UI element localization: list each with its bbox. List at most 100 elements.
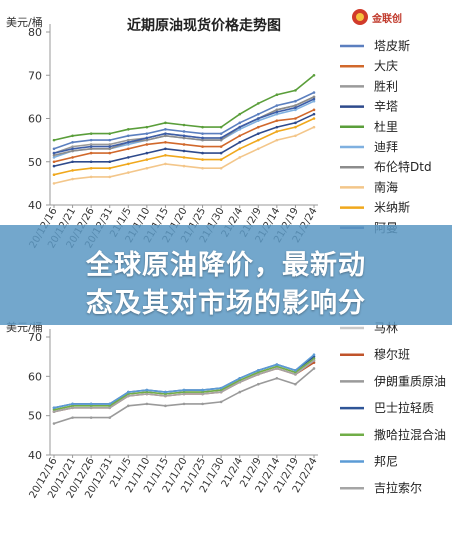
chart-0-data-point xyxy=(71,160,74,164)
chart-1-data-point xyxy=(201,402,204,406)
chart-0-legend-label: 大庆 xyxy=(374,59,398,73)
chart-0-legend-label: 迪拜 xyxy=(374,140,398,154)
chart-0-data-point xyxy=(71,169,74,172)
chart-0-data-point xyxy=(294,125,297,129)
chart-0-data-point xyxy=(89,138,93,142)
chart-1-data-point xyxy=(71,404,74,408)
chart-0-data-point xyxy=(219,138,223,142)
headline-banner: 全球原油降价，最新动 态及其对市场的影响分 xyxy=(0,225,452,325)
chart-1-data-point xyxy=(164,394,167,398)
chart-0-title: 近期原油现货价格走势图 xyxy=(127,17,281,34)
chart-1-data-point xyxy=(164,392,167,396)
chart-0-data-point xyxy=(238,128,242,131)
chart-0-data-point xyxy=(219,136,223,140)
chart-0-data-point xyxy=(71,149,74,153)
chart-1-data-point xyxy=(238,390,242,394)
chart-0-data-point xyxy=(126,162,130,166)
chart-0-data-point xyxy=(238,112,242,116)
chart-0-data-point xyxy=(256,138,260,142)
chart-1-data-point xyxy=(126,404,130,408)
chart-0-data-point xyxy=(126,138,130,142)
headline-line-1: 全球原油降价，最新动 xyxy=(86,250,366,281)
chart-1-data-point xyxy=(52,410,56,414)
chart-0-data-point xyxy=(312,125,316,129)
chart-1-data-point xyxy=(126,390,130,394)
chart-1-series-line xyxy=(53,354,315,409)
chart-1-data-point xyxy=(201,392,204,396)
chart-0-data-point xyxy=(256,119,260,122)
chart-1-data-point xyxy=(164,404,167,408)
chart-1-data-point xyxy=(145,392,149,396)
chart-0-data-point xyxy=(312,91,316,94)
chart-0-data-point xyxy=(312,99,316,103)
chart-0-legend-label: 塔皮斯 xyxy=(374,39,410,53)
chart-1-data-point xyxy=(275,377,279,380)
chart-0-data-point xyxy=(89,147,93,151)
chart-1-data-point xyxy=(182,388,186,392)
chart-0-data-point xyxy=(108,151,112,155)
chart-0-data-point xyxy=(71,147,74,151)
chart-1-data-point xyxy=(145,388,149,392)
chart-1-data-point xyxy=(89,416,93,419)
chart-0-data-point xyxy=(71,156,74,159)
chart-0-data-point xyxy=(52,147,56,151)
chart-0-data-point xyxy=(182,136,186,140)
chart-0-data-point xyxy=(219,158,223,161)
chart-0-data-point xyxy=(126,134,130,138)
chart-1-data-point xyxy=(89,404,93,408)
chart-1-legend-label: 伊朗重质原油 xyxy=(374,374,446,388)
chart-0-data-point xyxy=(275,104,279,107)
chart-0-data-point xyxy=(238,125,242,129)
chart-0-data-point xyxy=(126,140,130,144)
chart-0-data-point xyxy=(275,112,279,116)
chart-0-data-point xyxy=(294,108,297,112)
chart-0-data-point xyxy=(275,93,279,97)
chart-0-data-point xyxy=(164,134,167,138)
chart-0-data-point xyxy=(312,97,316,101)
chart-0-data-point xyxy=(164,140,167,144)
chart-0-data-point xyxy=(52,151,56,155)
chart-0-data-point xyxy=(201,125,204,129)
chart-1-data-point xyxy=(256,373,260,376)
chart-0-data-point xyxy=(294,106,297,109)
chart-1-data-point xyxy=(52,408,56,412)
chart-1-data-point xyxy=(312,367,316,370)
chart-0-data-point xyxy=(182,164,186,168)
chart-1-data-point xyxy=(108,402,112,406)
chart-0-data-point xyxy=(126,171,130,174)
chart-0-y-tick-label: 70 xyxy=(28,69,42,82)
chart-0-data-point xyxy=(71,140,74,144)
chart-0-data-point xyxy=(312,108,316,112)
logo: 金联创 xyxy=(352,8,402,26)
chart-0-data-point xyxy=(182,134,186,138)
chart-1-legend-label: 吉拉索尔 xyxy=(374,480,422,495)
chart-0-data-point xyxy=(256,112,260,116)
chart-1-data-point xyxy=(126,394,130,398)
chart-0-data-point xyxy=(294,89,297,92)
chart-0-data-point xyxy=(201,132,204,135)
chart-0-legend-label: 辛塔 xyxy=(374,100,398,114)
chart-0-legend-label: 杜里 xyxy=(374,119,398,134)
chart-1-data-point xyxy=(312,353,316,357)
chart-0-legend-label: 南海 xyxy=(374,179,398,194)
chart-1-data-point xyxy=(219,386,223,390)
chart-1-data-point xyxy=(256,371,260,374)
chart-0-data-point xyxy=(238,134,242,138)
chart-0-data-point xyxy=(52,138,56,142)
chart-0-data-point xyxy=(256,132,260,135)
chart-0-data-point xyxy=(108,138,112,142)
chart-0-data-point xyxy=(89,143,93,146)
chart-0-data-point xyxy=(52,153,56,157)
chart-0-data-point xyxy=(164,162,167,166)
chart-0-legend-label: 布伦特Dtd xyxy=(374,159,432,174)
chart-0-data-point xyxy=(182,143,186,146)
chart-0-data-point xyxy=(71,134,74,138)
chart-0-data-point xyxy=(108,143,112,146)
chart-0-data-point xyxy=(275,108,279,112)
chart-1-data-point xyxy=(71,402,74,406)
chart-0-data-point xyxy=(256,147,260,151)
chart-1-data-point xyxy=(275,365,279,368)
logo-mark-icon xyxy=(352,9,368,25)
chart-1-data-point xyxy=(182,392,186,396)
chart-0-data-point xyxy=(312,112,316,116)
